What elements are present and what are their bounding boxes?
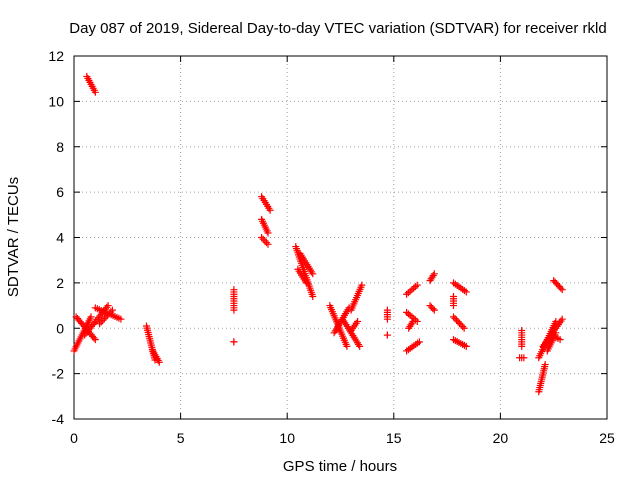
- data-point: [262, 239, 270, 247]
- data-point: [91, 88, 99, 96]
- data-point: [454, 318, 462, 326]
- data-point: [460, 324, 468, 332]
- data-point: [557, 284, 565, 292]
- data-point: [91, 336, 99, 344]
- data-points: [70, 72, 566, 396]
- y-tick-label: 8: [56, 139, 64, 155]
- x-axis-label: GPS time / hours: [283, 458, 397, 475]
- data-point: [408, 319, 416, 327]
- data-point: [117, 315, 125, 323]
- data-point: [309, 270, 317, 278]
- data-point: [99, 316, 107, 324]
- data-point: [462, 342, 470, 350]
- data-point: [264, 229, 272, 237]
- data-point: [266, 206, 274, 214]
- data-point: [96, 320, 104, 328]
- data-point: [354, 317, 362, 325]
- data-point: [520, 354, 528, 362]
- data-point: [230, 338, 238, 346]
- y-tick-label: 6: [56, 184, 64, 200]
- data-point: [356, 342, 364, 350]
- data-point: [259, 235, 267, 243]
- data-point: [456, 319, 464, 327]
- y-tick-label: -2: [52, 366, 65, 382]
- data-point: [449, 313, 457, 321]
- y-tick-label: 0: [56, 320, 64, 336]
- data-point: [90, 334, 98, 342]
- data-point: [457, 321, 465, 329]
- x-tick-label: 10: [279, 430, 295, 446]
- data-point: [261, 237, 269, 245]
- data-point: [230, 306, 238, 314]
- data-point: [430, 306, 438, 314]
- x-tick-label: 5: [177, 430, 185, 446]
- data-point: [383, 315, 391, 323]
- y-tick-label: 4: [56, 230, 64, 246]
- data-point: [100, 315, 108, 323]
- y-axis-label: SDTVAR / TECUs: [5, 177, 22, 297]
- data-point: [343, 342, 351, 350]
- data-point: [429, 305, 437, 313]
- data-point: [258, 234, 266, 241]
- data-point: [264, 240, 272, 248]
- x-tick-label: 20: [493, 430, 509, 446]
- y-tick-label: 12: [48, 48, 64, 64]
- data-point: [459, 323, 467, 331]
- y-tick-label: 10: [48, 93, 64, 109]
- y-tick-label: -4: [52, 411, 65, 427]
- axis-ticks: 0 5 10 15 20 25 -4 -2 0 2 4 6 8 10 12: [48, 48, 615, 446]
- data-point: [558, 315, 566, 323]
- data-point: [107, 308, 115, 316]
- data-point: [155, 358, 163, 366]
- y-tick-label: 2: [56, 275, 64, 291]
- data-point: [429, 272, 437, 280]
- data-point: [518, 342, 526, 350]
- data-point: [415, 338, 423, 346]
- data-point: [309, 292, 317, 300]
- data-point: [383, 331, 391, 339]
- data-point: [453, 316, 461, 324]
- data-point: [97, 318, 105, 326]
- data-point: [104, 302, 112, 310]
- x-tick-label: 0: [70, 430, 78, 446]
- plot-frame: [73, 55, 608, 420]
- data-point: [102, 313, 110, 321]
- data-point: [409, 317, 417, 325]
- x-tick-label: 25: [599, 430, 615, 446]
- data-point: [413, 281, 421, 289]
- chart-title: Day 087 of 2019, Sidereal Day-to-day VTE…: [69, 20, 606, 37]
- data-point: [449, 302, 457, 310]
- data-point: [302, 279, 310, 287]
- data-point: [108, 306, 116, 314]
- data-point: [451, 315, 459, 323]
- data-point: [462, 288, 470, 296]
- data-point: [430, 270, 438, 278]
- data-point: [558, 286, 566, 294]
- data-point: [541, 361, 549, 369]
- data-point: [104, 311, 112, 319]
- data-point: [105, 310, 113, 318]
- data-point: [358, 281, 366, 289]
- x-tick-label: 15: [386, 430, 402, 446]
- data-point: [87, 313, 95, 321]
- grid: [74, 56, 607, 419]
- data-point: [556, 336, 564, 344]
